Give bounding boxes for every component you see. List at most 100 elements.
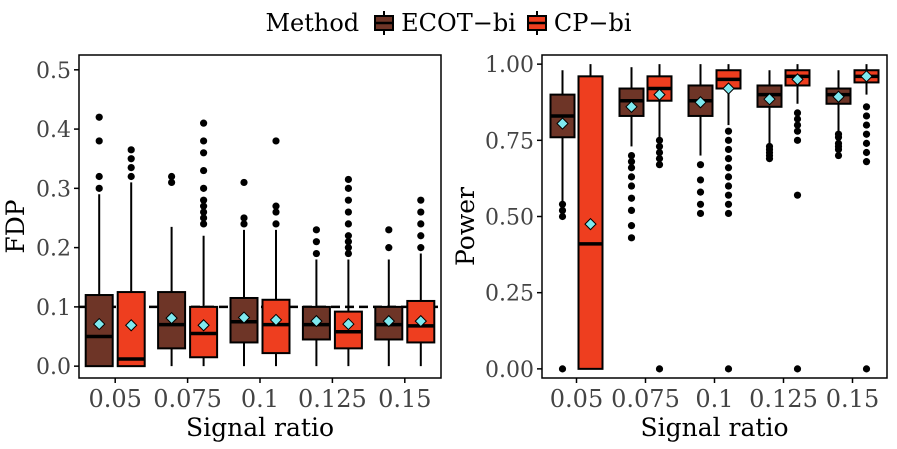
y-tick-label: 0.3	[36, 177, 71, 202]
outlier-point	[344, 175, 352, 184]
y-axis-label: FDP	[1, 199, 30, 253]
outlier-point	[272, 208, 280, 216]
outlier-point	[627, 151, 636, 160]
outlier-point	[862, 365, 871, 373]
outlier-point	[272, 220, 280, 228]
box-iqr	[333, 310, 363, 350]
outlier-point	[385, 244, 393, 252]
legend-item-ecot-bi: ECOT−bi	[373, 9, 516, 37]
outlier-point	[834, 151, 843, 160]
outlier-point	[127, 155, 135, 163]
y-tick-label: 0.50	[485, 206, 534, 231]
outlier-point	[696, 161, 705, 169]
outlier-point	[168, 172, 176, 181]
outlier-point	[627, 182, 636, 190]
mean-marker	[269, 313, 283, 327]
outlier-point	[344, 232, 352, 240]
outlier-point	[724, 365, 733, 373]
outlier-point	[696, 209, 705, 218]
box-cp-bi-0.15	[853, 64, 880, 373]
outlier-point	[95, 137, 103, 145]
outlier-point	[344, 238, 352, 246]
outlier-point	[862, 158, 871, 166]
outlier-point	[272, 202, 280, 210]
box-cp-bi-0.05	[577, 64, 604, 370]
x-axis-label: Signal ratio	[186, 413, 334, 442]
outlier-point	[696, 176, 705, 184]
x-tick-label: 0.075	[611, 385, 680, 413]
x-tick-label: 0.05	[88, 385, 141, 413]
outlier-point	[724, 145, 733, 154]
box-ecot-bi-0.1	[229, 178, 259, 367]
mean-marker	[414, 314, 428, 328]
x-tick-label: 0.125	[298, 385, 367, 413]
outlier-point	[344, 244, 352, 252]
y-tick-label: 0.1	[36, 296, 71, 321]
fdp-panel: 0.0 0.1 0.2 0.3 0.4 0.5 0.05 0.075 0.1 0.125 0.15 S…	[1, 54, 442, 442]
outlier-point	[627, 164, 636, 172]
outlier-point	[200, 119, 208, 127]
x-tick-label: 0.075	[153, 385, 222, 413]
y-tick-label: 0.00	[485, 358, 534, 383]
outlier-point	[417, 220, 425, 228]
outlier-point	[696, 200, 705, 208]
legend-key-ecot-bi-icon	[374, 11, 395, 35]
outlier-point	[240, 178, 248, 187]
box-cp-bi-0.075	[189, 119, 219, 367]
outlier-point	[127, 164, 135, 172]
outlier-point	[724, 155, 733, 163]
x-tick-label: 0.15	[378, 385, 431, 413]
power-panel: 0.00 0.25 0.50 0.75 1.00 0.05 0.075 0.1 0.125 0.1…	[451, 53, 888, 442]
outlier-point	[385, 226, 393, 234]
outlier-point	[417, 232, 425, 240]
x-tick-label: 0.125	[749, 385, 818, 413]
outlier-point	[793, 365, 802, 373]
outlier-point	[240, 214, 248, 222]
outlier-point	[627, 206, 636, 215]
outlier-point	[862, 130, 871, 138]
outlier-point	[417, 244, 425, 252]
outlier-point	[627, 173, 636, 181]
mean-marker	[722, 82, 735, 95]
outlier-point	[627, 222, 636, 230]
outlier-point	[168, 178, 176, 187]
outlier-point	[558, 200, 567, 208]
box-iqr	[261, 298, 291, 355]
mean-marker	[832, 90, 845, 103]
outlier-point	[793, 127, 802, 135]
y-tick-label: 1.00	[485, 53, 534, 78]
outlier-point	[765, 142, 774, 151]
mean-marker	[124, 319, 138, 332]
box-ecot-bi-0.05	[549, 70, 576, 373]
outlier-point	[793, 115, 802, 123]
outlier-point	[724, 136, 733, 144]
outlier-point	[200, 214, 208, 222]
mean-marker	[860, 70, 873, 83]
box-cp-bi-0.125	[333, 175, 363, 367]
outlier-point	[724, 209, 733, 218]
outlier-point	[834, 130, 843, 138]
outlier-point	[200, 208, 208, 216]
outlier-point	[200, 184, 208, 192]
mean-marker	[625, 100, 638, 114]
y-tick-label: 0.75	[485, 129, 534, 154]
mean-marker	[382, 314, 396, 328]
outlier-point	[558, 206, 567, 215]
outlier-point	[724, 173, 733, 181]
legend-key-cp-bi-icon	[526, 11, 547, 35]
x-tick-label: 0.1	[241, 385, 279, 413]
outlier-point	[724, 182, 733, 190]
outlier-point	[200, 166, 208, 175]
mean-marker	[197, 319, 210, 332]
box-ecot-bi-0.075	[618, 67, 645, 242]
outlier-point	[200, 196, 208, 204]
mean-marker	[310, 314, 323, 328]
outlier-point	[312, 226, 320, 234]
box-cp-bi-0.15	[406, 196, 436, 367]
mean-marker	[342, 317, 355, 331]
x-tick-label: 0.15	[826, 385, 879, 413]
outlier-point	[558, 212, 567, 221]
mean-marker	[92, 317, 106, 331]
box-ecot-bi-0.125	[301, 226, 331, 367]
mean-marker	[763, 92, 776, 106]
